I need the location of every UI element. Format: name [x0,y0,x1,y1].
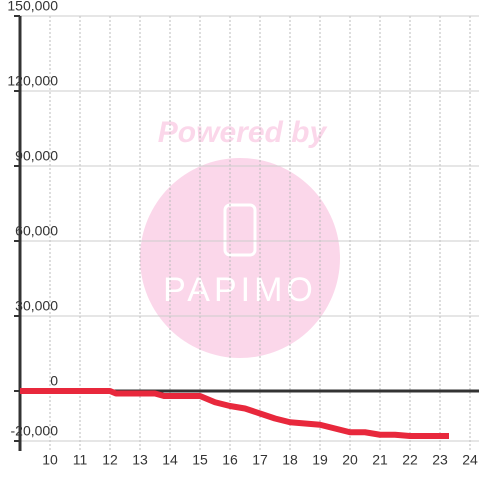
x-tick-label: 21 [372,452,388,468]
y-tick-label: 60,000 [15,223,58,239]
x-tick-label: 10 [42,452,58,468]
x-tick-label: 15 [192,452,208,468]
y-tick-label: 90,000 [15,148,58,164]
x-tick-label: 23 [432,452,448,468]
y-tick-label: 30,000 [15,298,58,314]
x-tick-label: 17 [252,452,268,468]
y-tick-label: -20,000 [11,423,59,439]
x-tick-label: 20 [342,452,358,468]
x-tick-label: 12 [102,452,118,468]
x-tick-label: 16 [222,452,238,468]
y-tick-label: 120,000 [7,73,58,89]
x-tick-label: 13 [132,452,148,468]
x-tick-label: 11 [73,452,88,468]
watermark-logo: PAPIMO [163,271,317,309]
x-tick-label: 14 [162,452,178,468]
watermark-phone [223,203,257,257]
x-tick-label: 24 [462,452,478,468]
x-tick-label: 18 [282,452,298,468]
x-tick-label: 22 [402,452,418,468]
y-tick-label: 150,000 [7,0,58,14]
x-tick-label: 19 [312,452,328,468]
watermark-text: Powered by [158,116,328,149]
line-series [20,388,449,439]
y-tick-label: 0 [50,373,58,389]
